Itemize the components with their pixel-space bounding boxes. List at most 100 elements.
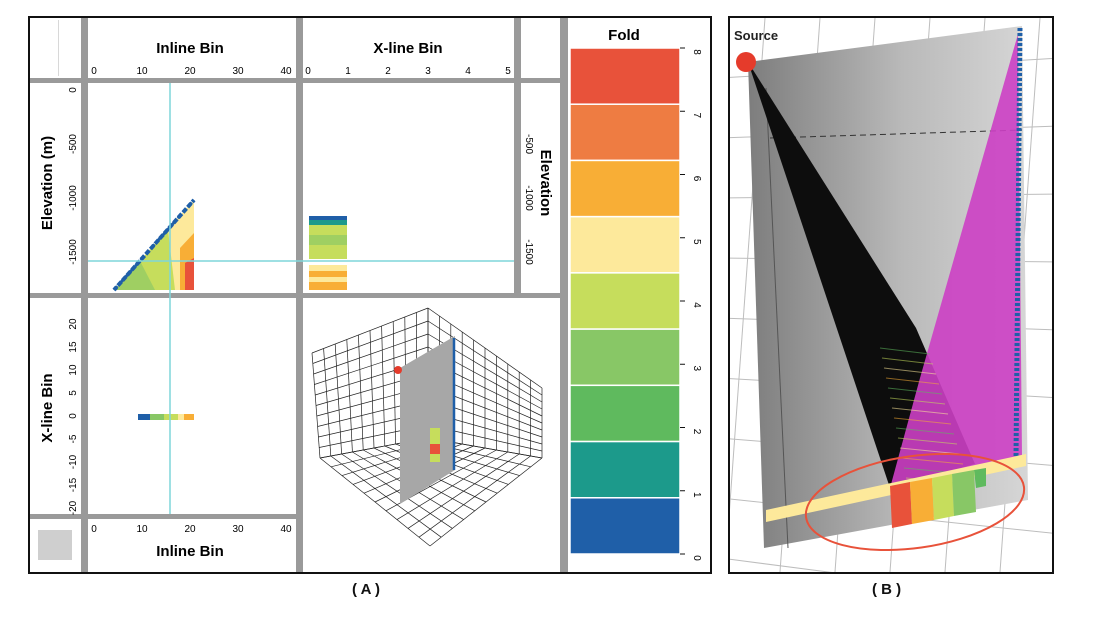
top-inline-tick: 0: [91, 66, 97, 77]
receiver-line: [1013, 27, 1023, 459]
elevation-left-tick: -1000: [68, 185, 79, 211]
fold-patch-4: [974, 468, 986, 488]
fold-patch-2: [932, 474, 954, 520]
magenta-ray-fan: [890, 34, 1022, 488]
frame-hline-top: [30, 78, 560, 83]
fan-stripe: [895, 427, 955, 435]
cube-grid-line: [392, 321, 396, 445]
bottom-inline-tick: 10: [136, 524, 148, 535]
xline-bin-tick: 4: [465, 66, 471, 77]
top-inline-bin-title: Inline Bin: [156, 40, 224, 57]
bottom-inline-tick: 0: [91, 524, 97, 535]
xline-stripe-7: [309, 277, 347, 282]
fold-colorbar-title: Fold: [608, 27, 640, 44]
fold-patch-1: [910, 478, 934, 524]
xline-left-tick: 15: [68, 341, 79, 353]
fan-stripe: [885, 377, 940, 385]
top-inline-tick: 40: [280, 66, 292, 77]
xline-elevation-section: [309, 216, 347, 290]
cube-3d-view: [311, 307, 543, 547]
elevation-left-tick: -1500: [68, 239, 79, 265]
wall-dashed-line: [769, 129, 1023, 139]
fan-stripe: [891, 407, 949, 415]
top-inline-ticks: 0 10 20 30 40: [91, 66, 292, 77]
fold-colorbar-segment: [569, 103, 681, 162]
frame-vline-right: [514, 18, 521, 296]
cube-grid-line: [418, 455, 531, 538]
top-inline-tick: 20: [184, 66, 196, 77]
xline-left-tick: -10: [68, 454, 79, 469]
frame-hline-mid: [30, 293, 560, 298]
bottom-inline-tick: 20: [184, 524, 196, 535]
xline-stripe-2: [309, 225, 347, 235]
fold-colorbar-segment: [569, 384, 681, 443]
xline-left-tick: -5: [68, 434, 79, 443]
xline-left-tick: 5: [68, 390, 79, 396]
fold-colorbar-tick: 8: [691, 49, 702, 55]
bottom-inline-ticks: 0 10 20 30 40: [91, 524, 292, 535]
map-strip-3: [178, 414, 184, 420]
xline-bin-tick: 2: [385, 66, 391, 77]
cube-grid-line: [381, 325, 386, 447]
elevation-left-title: Elevation (m): [39, 136, 56, 230]
fold-colorbar-segment: [569, 159, 681, 218]
xline-bin-tick: 0: [305, 66, 311, 77]
xline-bin-tick: 3: [425, 66, 431, 77]
cube-grid-line: [429, 457, 543, 547]
xline-bin-ticks: 0 1 2 3 4 5: [305, 66, 511, 77]
caption-b: ( B ): [872, 581, 902, 598]
fan-stripe: [879, 347, 931, 355]
fold-patch-3: [952, 470, 976, 516]
fan-stripe: [901, 457, 964, 465]
xline-left-tick: 10: [68, 364, 79, 376]
fold-colorbar: 8 7 6 5 4 3 2 1 0: [569, 47, 702, 561]
wall-edge-line: [765, 87, 789, 549]
fold-colorbar-tick: 1: [691, 492, 702, 498]
fold-colorbar-tick: 2: [691, 429, 702, 435]
fan-stripe: [897, 437, 958, 445]
top-inline-tick: 10: [136, 66, 148, 77]
cube-grid-line: [396, 451, 508, 520]
panel-a-frame: [30, 18, 568, 572]
highlight-ellipse: [804, 452, 1026, 552]
cube-source-dot: [394, 366, 402, 374]
frame-vline-colorbar: [560, 18, 568, 572]
bottom-inline-tick: 40: [280, 524, 292, 535]
top-inline-tick: 30: [232, 66, 244, 77]
xline-stripe-5: [309, 265, 347, 271]
xline-stripe-6: [309, 271, 347, 277]
fan-stripe: [889, 397, 946, 405]
fold-colorbar-tick: 0: [691, 555, 702, 561]
xline-left-tick: -20: [68, 500, 79, 515]
elevation-right-title: Elevation: [537, 150, 554, 217]
fan-stripes: [879, 347, 970, 485]
xline-bin-tick: 1: [345, 66, 351, 77]
fold-colorbar-tick: 6: [691, 176, 702, 182]
xline-left-title: X-line Bin: [39, 373, 56, 442]
inline-elevation-section: [112, 198, 196, 292]
xline-bin-tick: 5: [505, 66, 511, 77]
xline-stripe-1: [309, 220, 347, 225]
fan-stripe: [883, 367, 937, 375]
fold-colorbar-tick: 5: [691, 239, 702, 245]
fold-colorbar-segment: [569, 328, 681, 387]
section-edge-line: [112, 199, 196, 291]
bottom-inline-bin-title: Inline Bin: [156, 543, 224, 560]
source-dot: [736, 52, 756, 72]
elevation-left-tick: 0: [68, 87, 79, 93]
fold-colorbar-segment: [569, 47, 681, 105]
fold-colorbar-segment: [569, 440, 681, 499]
bottom-inline-tick: 30: [232, 524, 244, 535]
fold-patch: [890, 468, 986, 528]
xline-stripe-0: [309, 216, 347, 220]
xline-left-tick: 20: [68, 318, 79, 330]
source-label: Source: [734, 28, 778, 43]
fold-colorbar-tick: 7: [691, 112, 702, 118]
elevation-right-tick: -500: [523, 134, 534, 154]
corner-tick: [58, 20, 59, 76]
elevation-right-tick: -1000: [523, 185, 534, 211]
elevation-right-ticks: -500 -1000 -1500: [523, 134, 534, 265]
cube-grid-line: [407, 453, 520, 529]
